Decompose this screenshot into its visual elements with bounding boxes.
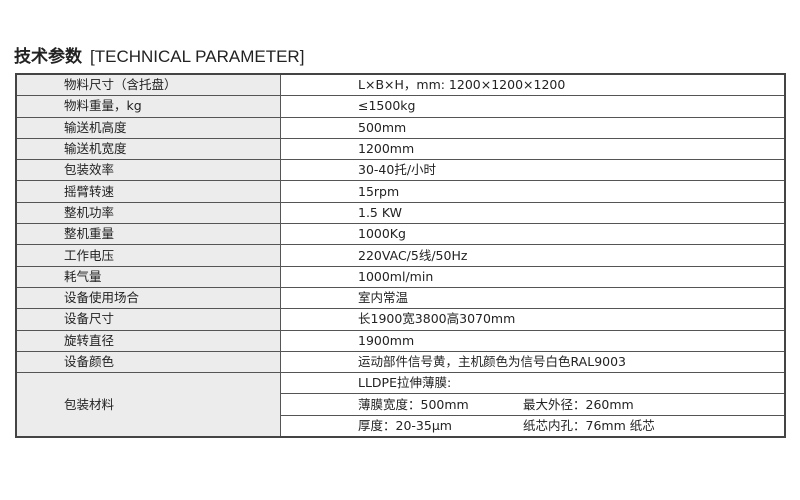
table-row: 薄膜宽度：500mm 最大外径：260mm bbox=[16, 393, 786, 416]
max-outer-diameter: 最大外径：260mm bbox=[523, 396, 634, 412]
row-value: 长1900宽3800高3070mm bbox=[280, 308, 786, 331]
row-label: 输送机宽度 bbox=[15, 137, 281, 161]
row-value: 运动部件信号黄，主机颜色为信号白色RAL9003 bbox=[280, 350, 786, 374]
table-row: 工作电压 220VAC/5线/50Hz bbox=[15, 244, 786, 267]
table-row: 设备颜色 运动部件信号黄，主机颜色为信号白色RAL9003 bbox=[15, 350, 786, 374]
row-label: 设备尺寸 bbox=[15, 308, 281, 331]
row-value: 220VAC/5线/50Hz bbox=[280, 244, 786, 267]
row-value: 15rpm bbox=[280, 180, 786, 203]
row-label: 物料重量，kg bbox=[15, 95, 281, 118]
film-thickness: 厚度：20-35μm bbox=[358, 417, 452, 433]
table-row: 厚度：20-35μm 纸芯内孔：76mm 纸芯 bbox=[16, 414, 786, 438]
row-value: 1000Kg bbox=[280, 223, 786, 246]
film-width: 薄膜宽度：500mm bbox=[358, 396, 469, 412]
title-cn: 技术参数 bbox=[14, 47, 82, 67]
row-value: 30-40托/小时 bbox=[280, 159, 786, 182]
row-value: 室内常温 bbox=[280, 286, 786, 310]
table-row: 物料尺寸（含托盘） L×B×H，mm: 1200×1200×1200 bbox=[15, 73, 786, 97]
row-label: 输送机高度 bbox=[15, 116, 281, 139]
table-row: 耗气量 1000ml/min bbox=[15, 265, 786, 288]
table-row: 整机功率 1.5 KW bbox=[15, 201, 786, 225]
title-en: [TECHNICAL PARAMETER] bbox=[90, 47, 305, 66]
row-value: 1900mm bbox=[280, 329, 786, 352]
table-row: 包装材料 LLDPE拉伸薄膜: bbox=[15, 372, 786, 438]
row-label: 工作电压 bbox=[15, 244, 281, 267]
row-value: 厚度：20-35μm 纸芯内孔：76mm 纸芯 bbox=[280, 414, 786, 438]
table-row: 摇臂转速 15rpm bbox=[15, 180, 786, 203]
row-value: ≤1500kg bbox=[280, 95, 786, 118]
row-value: 1.5 KW bbox=[280, 201, 786, 225]
table-row: 设备尺寸 长1900宽3800高3070mm bbox=[15, 308, 786, 331]
table-row: 包装效率 30-40托/小时 bbox=[15, 159, 786, 182]
table-row: 旋转直径 1900mm bbox=[15, 329, 786, 352]
table-row: 设备使用场合 室内常温 bbox=[15, 286, 786, 310]
row-label: 摇臂转速 bbox=[15, 180, 281, 203]
row-label: 设备颜色 bbox=[15, 350, 281, 374]
row-label: 包装效率 bbox=[15, 159, 281, 182]
row-value: LLDPE拉伸薄膜: bbox=[280, 372, 786, 395]
row-value: 薄膜宽度：500mm 最大外径：260mm bbox=[280, 393, 786, 416]
row-label: 设备使用场合 bbox=[15, 286, 281, 310]
table-row: 输送机高度 500mm bbox=[15, 116, 786, 139]
table-row: 输送机宽度 1200mm bbox=[15, 137, 786, 161]
row-value: L×B×H，mm: 1200×1200×1200 bbox=[280, 73, 786, 97]
table-row: 整机重量 1000Kg bbox=[15, 223, 786, 246]
row-label: 包装材料 bbox=[15, 372, 281, 438]
row-value: 500mm bbox=[280, 116, 786, 139]
row-label: 整机功率 bbox=[15, 201, 281, 225]
row-value: 1200mm bbox=[280, 137, 786, 161]
page-title: 技术参数 [TECHNICAL PARAMETER] bbox=[14, 42, 304, 67]
row-label: 旋转直径 bbox=[15, 329, 281, 352]
parameter-table: 物料尺寸（含托盘） L×B×H，mm: 1200×1200×1200 物料重量，kg… bbox=[15, 73, 786, 439]
row-label: 整机重量 bbox=[15, 223, 281, 246]
row-label: 物料尺寸（含托盘） bbox=[15, 73, 281, 97]
row-label: 耗气量 bbox=[15, 265, 281, 288]
table-row: 物料重量，kg ≤1500kg bbox=[15, 95, 786, 118]
row-value: 1000ml/min bbox=[280, 265, 786, 288]
core-hole: 纸芯内孔：76mm 纸芯 bbox=[523, 417, 655, 433]
